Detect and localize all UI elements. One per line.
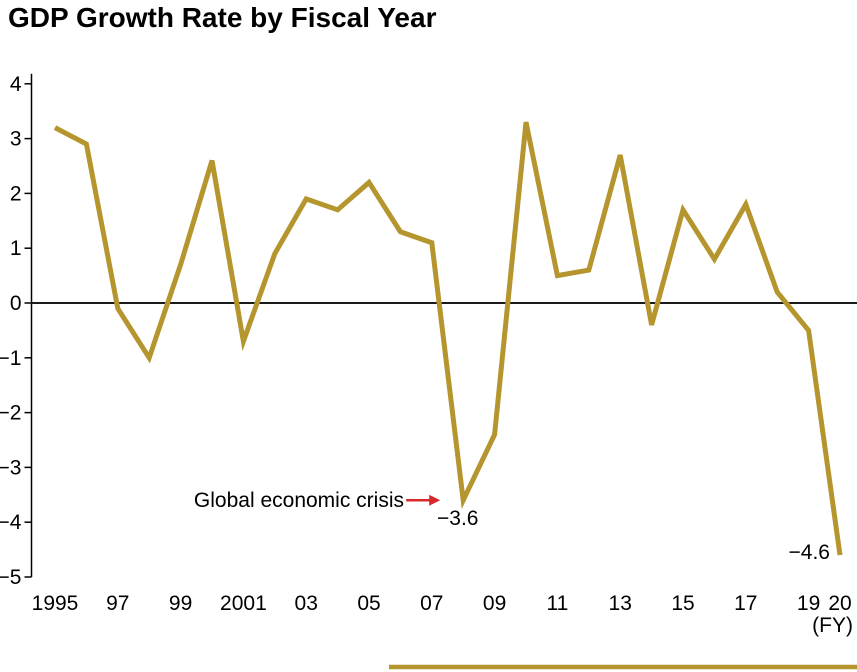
- x-tick-label: 07: [420, 592, 443, 615]
- x-tick-label: 2001: [220, 592, 267, 615]
- x-tick-label: 19: [797, 592, 820, 615]
- gdp-growth-series-line: [53, 121, 843, 556]
- x-axis-unit-label: (FY): [812, 614, 853, 637]
- annotation-crisis-value: −3.6: [437, 507, 479, 530]
- y-tick-label: −3: [0, 456, 22, 479]
- y-tick-label: −4: [0, 511, 22, 534]
- y-tick-label: 2: [10, 182, 22, 205]
- y-tick-label: 1: [10, 237, 22, 260]
- y-tick-label: 3: [10, 128, 22, 151]
- y-tick-label: 0: [10, 292, 22, 315]
- y-tick-label: 4: [10, 73, 22, 96]
- x-tick-label: 09: [483, 592, 506, 615]
- chart-title: GDP Growth Rate by Fiscal Year: [8, 2, 437, 33]
- x-tick-label: 99: [169, 592, 192, 615]
- y-tick-label: −2: [0, 402, 22, 425]
- x-tick-label: 1995: [32, 592, 79, 615]
- x-tick-label: 15: [671, 592, 694, 615]
- y-tick-label: −5: [0, 566, 22, 589]
- x-tick-label: 97: [106, 592, 129, 615]
- y-tick-label: −1: [0, 347, 22, 370]
- annotation-crisis-label: Global economic crisis: [193, 489, 404, 512]
- x-tick-label: 13: [609, 592, 632, 615]
- x-tick-label: 05: [357, 592, 380, 615]
- x-tick-label: 20: [828, 592, 851, 615]
- x-tick-label: 03: [295, 592, 318, 615]
- x-tick-label: 11: [546, 592, 568, 615]
- x-tick-label: 17: [734, 592, 757, 615]
- crisis-arrowhead-icon: [429, 494, 441, 506]
- annotation-fy2020-value: −4.6: [788, 541, 830, 564]
